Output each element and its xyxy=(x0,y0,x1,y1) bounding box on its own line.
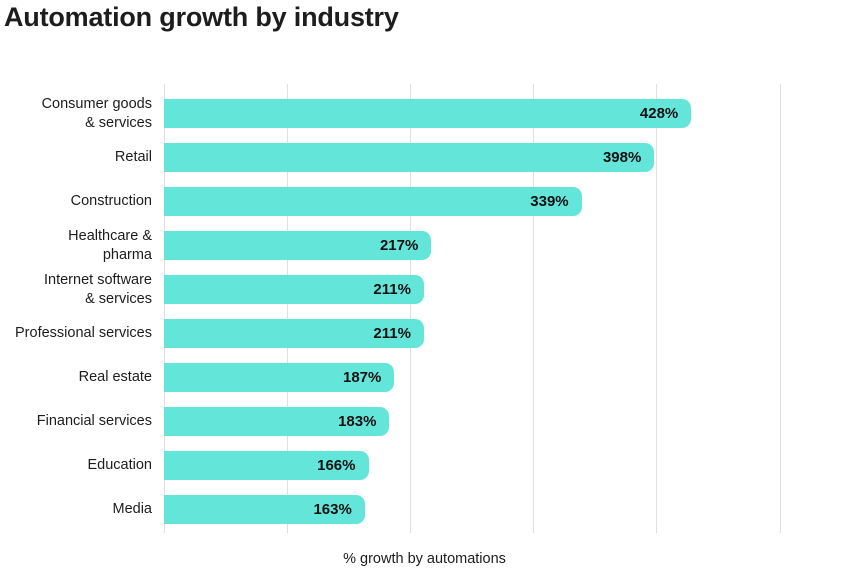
bar-value-label: 163% xyxy=(313,500,352,518)
category-label: Professional services xyxy=(15,324,152,341)
category-label: Financial services xyxy=(36,412,152,429)
chart-title: Automation growth by industry xyxy=(4,2,399,32)
bar: 211% xyxy=(164,318,424,348)
plot-area: 428% 398% 339% 217% 211% 211% 187% 183% 166% 163% xyxy=(163,84,781,533)
bar: 163% xyxy=(164,494,365,524)
bar-row: 217% xyxy=(164,224,780,268)
bar-row: 398% xyxy=(164,136,780,180)
category-label: Consumer goods & services xyxy=(41,95,152,131)
bar-value-label: 428% xyxy=(639,105,679,123)
category-label: Internet software & services xyxy=(44,271,152,307)
bar-row: 428% xyxy=(164,92,780,136)
bar-row: 339% xyxy=(164,180,780,224)
bar-value-label: 217% xyxy=(379,237,419,255)
category-label: Media xyxy=(112,500,153,517)
bar-value-label: 166% xyxy=(317,456,356,474)
bar-row: 163% xyxy=(164,487,780,531)
gridline xyxy=(533,84,535,533)
gridline xyxy=(163,84,165,533)
category-label: Education xyxy=(87,456,153,473)
category-label: Healthcare & pharma xyxy=(68,227,152,263)
bar: 398% xyxy=(164,143,655,173)
category-label: Construction xyxy=(70,193,152,210)
bar-value-label: 211% xyxy=(373,324,411,342)
gridline xyxy=(656,84,658,533)
bar-row: 183% xyxy=(164,399,780,443)
gridline xyxy=(409,84,411,533)
bar: 211% xyxy=(164,275,424,305)
bar: 339% xyxy=(164,187,582,217)
x-axis-label: % growth by automations xyxy=(343,551,506,567)
category-axis: Consumer goods & services Retail Construct… xyxy=(0,84,152,533)
bar-value-label: 183% xyxy=(338,412,377,430)
bar-row: 211% xyxy=(164,312,780,356)
bar-row: 211% xyxy=(164,268,780,312)
bar: 428% xyxy=(164,99,692,129)
gridline xyxy=(779,84,781,533)
gridline xyxy=(286,84,288,533)
bar-row: 166% xyxy=(164,443,780,487)
bars-layer: 428% 398% 339% 217% 211% 211% 187% 183% 166% 163% xyxy=(164,84,780,533)
bar-row: 187% xyxy=(164,355,780,399)
bar-value-label: 211% xyxy=(373,281,411,299)
category-label: Retail xyxy=(114,149,152,166)
bar-value-label: 187% xyxy=(343,368,382,386)
gridlines-layer xyxy=(163,84,781,533)
category-label: Real estate xyxy=(78,368,152,385)
bar: 166% xyxy=(164,450,369,480)
bar: 187% xyxy=(164,362,395,392)
bar-value-label: 398% xyxy=(602,149,642,167)
bar: 217% xyxy=(164,231,432,261)
bar-value-label: 339% xyxy=(530,193,569,211)
bar: 183% xyxy=(164,406,390,436)
